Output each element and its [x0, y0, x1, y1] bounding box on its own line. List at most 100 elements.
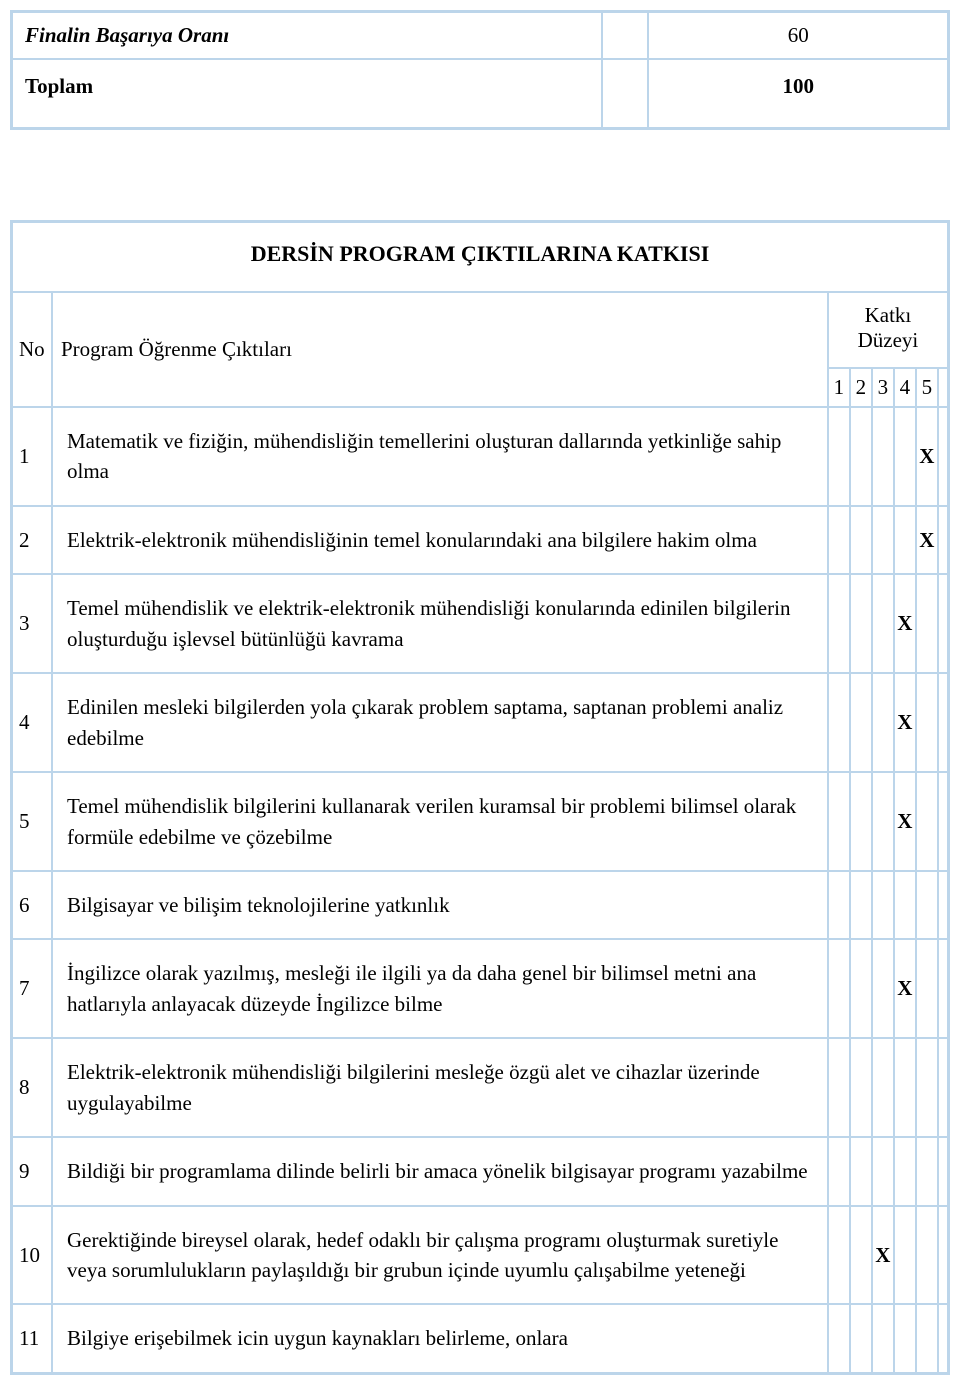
outcome-level-5 [916, 871, 938, 939]
outcome-text: Gerektiğinde bireysel olarak, hedef odak… [52, 1206, 828, 1305]
outcome-no: 1 [12, 407, 52, 506]
outcome-row: 11Bilgiye erişebilmek icin uygun kaynakl… [12, 1304, 948, 1372]
assessment-label: Toplam [12, 59, 602, 128]
outcome-row: 6Bilgisayar ve bilişim teknolojilerine y… [12, 871, 948, 939]
outcome-level-1 [828, 574, 850, 673]
header-level-2: 2 [850, 368, 872, 407]
assessment-spacer [602, 12, 649, 59]
assessment-spacer [602, 59, 649, 128]
outcome-level-4 [894, 506, 916, 574]
outcome-text: Elektrik-elektronik mühendisliği bilgile… [52, 1038, 828, 1137]
outcome-text: Edinilen mesleki bilgilerden yola çıkara… [52, 673, 828, 772]
outcome-level-1 [828, 673, 850, 772]
outcome-level-5 [916, 1137, 938, 1205]
header-outcome: Program Öğrenme Çıktıları [52, 292, 828, 407]
outcome-no: 5 [12, 772, 52, 871]
outcome-text: Matematik ve fiziğin, mühendisliğin teme… [52, 407, 828, 506]
outcome-level-5 [916, 772, 938, 871]
outcome-level-5 [916, 1206, 938, 1305]
outcome-level-1 [828, 871, 850, 939]
outcome-level-2 [850, 1137, 872, 1205]
assessment-label: Finalin Başarıya Oranı [12, 12, 602, 59]
outcome-level-3 [872, 574, 894, 673]
outcome-no: 10 [12, 1206, 52, 1305]
outcome-level-1 [828, 1038, 850, 1137]
outcome-level-2 [850, 772, 872, 871]
outcome-level-5 [916, 1304, 938, 1372]
outcome-level-blank [938, 1304, 948, 1372]
outcome-no: 2 [12, 506, 52, 574]
outcome-level-4 [894, 407, 916, 506]
outcome-level-blank [938, 871, 948, 939]
contribution-table-title: DERSİN PROGRAM ÇIKTILARINA KATKISI [12, 222, 948, 292]
outcome-level-blank [938, 1038, 948, 1137]
header-no: No [12, 292, 52, 407]
outcome-level-3 [872, 506, 894, 574]
outcome-row: 7İngilizce olarak yazılmış, mesleği ile … [12, 939, 948, 1038]
outcome-level-4: X [894, 939, 916, 1038]
outcome-level-5 [916, 939, 938, 1038]
outcome-level-blank [938, 506, 948, 574]
assessment-row: Toplam100 [12, 59, 948, 128]
outcome-level-1 [828, 772, 850, 871]
header-contribution-level: Katkı Düzeyi [828, 292, 948, 368]
outcome-row: 2Elektrik-elektronik mühendisliğinin tem… [12, 506, 948, 574]
outcome-level-4 [894, 871, 916, 939]
outcome-level-2 [850, 506, 872, 574]
outcome-text: Temel mühendislik ve elektrik-elektronik… [52, 574, 828, 673]
outcome-level-4 [894, 1304, 916, 1372]
header-level-blank [938, 368, 948, 407]
outcome-level-1 [828, 1206, 850, 1305]
header-level-5: 5 [916, 368, 938, 407]
outcome-level-3 [872, 407, 894, 506]
outcome-level-2 [850, 1206, 872, 1305]
outcome-level-3 [872, 1137, 894, 1205]
outcome-level-2 [850, 574, 872, 673]
outcome-no: 11 [12, 1304, 52, 1372]
outcome-level-3 [872, 871, 894, 939]
outcome-level-blank [938, 574, 948, 673]
outcome-level-1 [828, 1137, 850, 1205]
outcome-level-blank [938, 673, 948, 772]
outcome-level-3 [872, 1038, 894, 1137]
assessment-value: 60 [648, 12, 948, 59]
outcome-level-1 [828, 1304, 850, 1372]
outcome-text: Bildiği bir programlama dilinde belirli … [52, 1137, 828, 1205]
program-outcomes-contribution-table: DERSİN PROGRAM ÇIKTILARINA KATKISI No Pr… [10, 220, 950, 1375]
outcome-row: 1Matematik ve fiziğin, mühendisliğin tem… [12, 407, 948, 506]
header-level-3: 3 [872, 368, 894, 407]
header-level-1: 1 [828, 368, 850, 407]
outcome-level-4: X [894, 772, 916, 871]
outcome-row: 10Gerektiğinde bireysel olarak, hedef od… [12, 1206, 948, 1305]
outcome-level-4 [894, 1137, 916, 1205]
assessment-row: Finalin Başarıya Oranı 60 [12, 12, 948, 59]
outcome-no: 7 [12, 939, 52, 1038]
outcome-no: 4 [12, 673, 52, 772]
outcome-level-5: X [916, 407, 938, 506]
outcome-row: 5Temel mühendislik bilgilerini kullanara… [12, 772, 948, 871]
outcome-no: 6 [12, 871, 52, 939]
outcome-level-3: X [872, 1206, 894, 1305]
outcome-text: Temel mühendislik bilgilerini kullanarak… [52, 772, 828, 871]
outcome-text: İngilizce olarak yazılmış, mesleği ile i… [52, 939, 828, 1038]
outcome-level-2 [850, 1038, 872, 1137]
outcome-level-2 [850, 1304, 872, 1372]
outcome-level-2 [850, 673, 872, 772]
outcome-no: 8 [12, 1038, 52, 1137]
outcome-level-blank [938, 1206, 948, 1305]
assessment-summary-table: Finalin Başarıya Oranı 60Toplam100 [10, 10, 950, 130]
outcome-level-2 [850, 939, 872, 1038]
outcome-level-3 [872, 772, 894, 871]
outcome-level-3 [872, 673, 894, 772]
outcome-row: 3Temel mühendislik ve elektrik-elektroni… [12, 574, 948, 673]
outcome-row: 9Bildiği bir programlama dilinde belirli… [12, 1137, 948, 1205]
outcome-level-5 [916, 1038, 938, 1137]
outcome-row: 4Edinilen mesleki bilgilerden yola çıkar… [12, 673, 948, 772]
outcome-level-blank [938, 939, 948, 1038]
outcome-text: Bilgisayar ve bilişim teknolojilerine ya… [52, 871, 828, 939]
outcome-level-3 [872, 939, 894, 1038]
outcome-level-5: X [916, 506, 938, 574]
outcome-level-blank [938, 772, 948, 871]
outcome-level-5 [916, 574, 938, 673]
outcome-level-2 [850, 407, 872, 506]
